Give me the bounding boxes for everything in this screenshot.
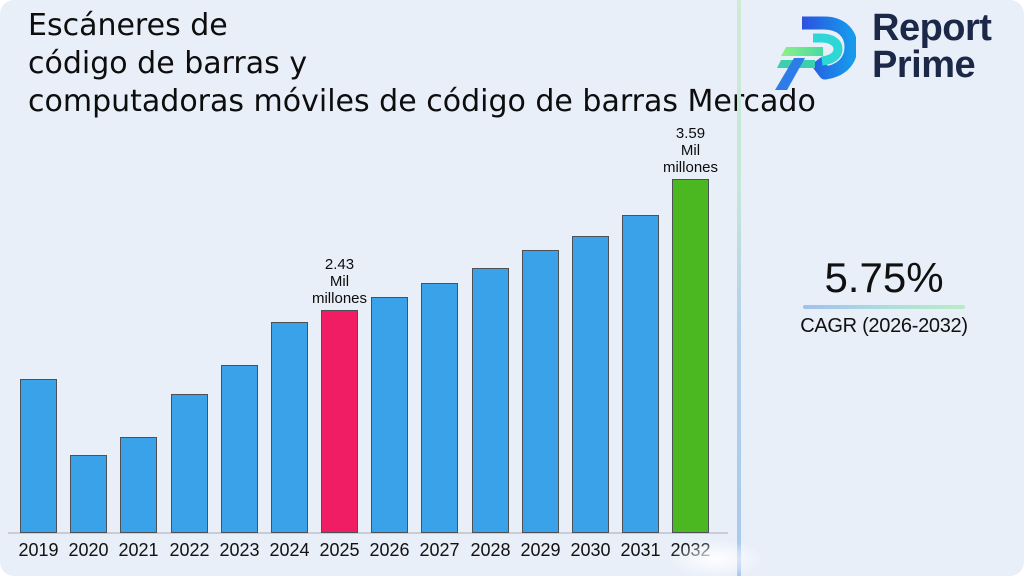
x-tick-2031: 2031: [620, 540, 661, 560]
x-tick-2029: 2029: [520, 540, 561, 560]
bar-value-label-2032: 3.59 Mil millones: [662, 125, 719, 176]
bar-2025: [321, 310, 358, 533]
bar-2029: [522, 250, 559, 533]
x-tick-2019: 2019: [18, 540, 59, 560]
brand-name-line-1: Report: [872, 7, 992, 49]
bar-2023: [221, 365, 258, 533]
chart-title-line-2: código de barras y: [28, 46, 308, 81]
chart-title-line-1: Escáneres de: [28, 8, 228, 43]
bar-2019: [20, 379, 57, 533]
brand-logo: Report Prime: [770, 7, 992, 91]
bar-2030: [572, 236, 609, 533]
x-tick-2022: 2022: [169, 540, 210, 560]
x-axis-line: [8, 532, 728, 534]
bar-value-label-2025: 2.43 Mil millones: [311, 256, 368, 307]
bar-2021: [120, 437, 157, 533]
brand-name-line-2: Prime: [872, 44, 976, 86]
x-tick-2021: 2021: [118, 540, 159, 560]
vertical-divider: [737, 0, 741, 576]
bar-2020: [70, 455, 107, 533]
cagr-label: CAGR (2026-2032): [800, 315, 968, 337]
bar-2024: [271, 322, 308, 533]
x-tick-2030: 2030: [570, 540, 611, 560]
bar-2022: [171, 394, 208, 533]
cagr-value: 5.75%: [824, 254, 944, 301]
bar-2032: [672, 179, 709, 533]
x-tick-2024: 2024: [269, 540, 310, 560]
cagr-underline: [803, 305, 965, 309]
x-tick-2025: 2025: [319, 540, 360, 560]
bar-2027: [421, 283, 458, 533]
x-tick-2026: 2026: [369, 540, 410, 560]
report-prime-logo-icon: [775, 16, 856, 90]
x-tick-2020: 2020: [68, 540, 109, 560]
x-tick-2028: 2028: [470, 540, 511, 560]
bar-2028: [472, 268, 509, 533]
x-tick-2032: 2032: [670, 540, 711, 560]
cagr-panel: 5.75% CAGR (2026-2032): [798, 256, 970, 338]
brand-name: Report Prime: [872, 7, 992, 86]
x-tick-2023: 2023: [219, 540, 260, 560]
bar-2026: [371, 297, 408, 533]
x-tick-2027: 2027: [419, 540, 460, 560]
bar-2031: [622, 215, 659, 533]
chart-title-line-3: computadoras móviles de código de barras…: [28, 84, 816, 119]
bar-chart: 2019 2020 2021 2022 2023 2024 2025 2026 2027 2028…: [8, 125, 728, 560]
chart-title: Escáneres de código de barras y computad…: [28, 7, 816, 121]
